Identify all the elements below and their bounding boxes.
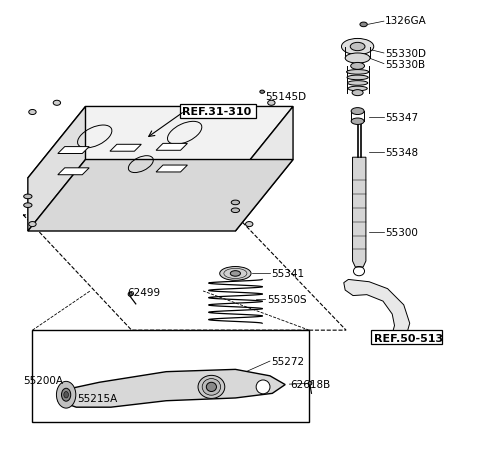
Ellipse shape <box>29 110 36 115</box>
Ellipse shape <box>348 81 368 86</box>
Text: 55200A: 55200A <box>23 375 63 385</box>
Text: 55145D: 55145D <box>265 92 307 102</box>
Polygon shape <box>156 166 187 173</box>
Ellipse shape <box>24 194 32 199</box>
Polygon shape <box>235 107 293 232</box>
Text: 1326GA: 1326GA <box>385 16 427 26</box>
Ellipse shape <box>345 54 370 64</box>
Text: 55350S: 55350S <box>267 294 306 305</box>
Polygon shape <box>28 160 293 232</box>
Polygon shape <box>352 158 366 268</box>
Polygon shape <box>58 147 89 154</box>
Ellipse shape <box>351 108 364 115</box>
Ellipse shape <box>230 271 240 276</box>
Polygon shape <box>344 280 410 344</box>
Text: 55347: 55347 <box>385 113 419 122</box>
Ellipse shape <box>128 293 132 297</box>
Text: REF.31-310: REF.31-310 <box>182 107 252 117</box>
Ellipse shape <box>61 388 71 401</box>
FancyBboxPatch shape <box>371 331 443 344</box>
Ellipse shape <box>231 208 240 213</box>
Ellipse shape <box>360 23 367 28</box>
Ellipse shape <box>246 110 253 115</box>
Text: 55272: 55272 <box>271 357 304 366</box>
Ellipse shape <box>220 267 251 281</box>
Polygon shape <box>58 169 89 175</box>
Ellipse shape <box>351 63 364 70</box>
Ellipse shape <box>198 375 225 399</box>
Ellipse shape <box>29 222 36 227</box>
Ellipse shape <box>341 39 374 56</box>
Ellipse shape <box>351 119 364 125</box>
Bar <box>33 331 309 423</box>
Ellipse shape <box>256 380 270 394</box>
Text: 62618B: 62618B <box>291 379 331 389</box>
Text: 55341: 55341 <box>271 269 304 279</box>
Polygon shape <box>28 107 293 179</box>
Text: 55215A: 55215A <box>78 394 118 404</box>
Ellipse shape <box>352 90 363 96</box>
Text: 55330B: 55330B <box>385 59 425 69</box>
Ellipse shape <box>206 382 216 392</box>
Polygon shape <box>58 369 285 407</box>
Ellipse shape <box>53 101 60 106</box>
Ellipse shape <box>398 336 403 341</box>
Text: 55300: 55300 <box>385 228 418 238</box>
Ellipse shape <box>57 382 76 408</box>
Ellipse shape <box>202 379 221 395</box>
Polygon shape <box>110 145 141 152</box>
Text: 55348: 55348 <box>385 147 419 157</box>
Ellipse shape <box>231 200 240 205</box>
Polygon shape <box>28 107 85 232</box>
FancyBboxPatch shape <box>180 105 256 118</box>
Polygon shape <box>156 144 187 151</box>
Text: 55330D: 55330D <box>385 50 426 59</box>
Text: REF.50-513: REF.50-513 <box>374 333 443 343</box>
Ellipse shape <box>350 43 365 51</box>
Ellipse shape <box>348 87 367 92</box>
Ellipse shape <box>268 101 275 106</box>
Ellipse shape <box>246 222 253 227</box>
Ellipse shape <box>347 76 368 81</box>
Ellipse shape <box>308 382 312 385</box>
Ellipse shape <box>347 70 369 75</box>
Text: 62499: 62499 <box>127 287 160 297</box>
Ellipse shape <box>64 392 69 398</box>
Ellipse shape <box>24 203 32 208</box>
Ellipse shape <box>260 91 264 94</box>
